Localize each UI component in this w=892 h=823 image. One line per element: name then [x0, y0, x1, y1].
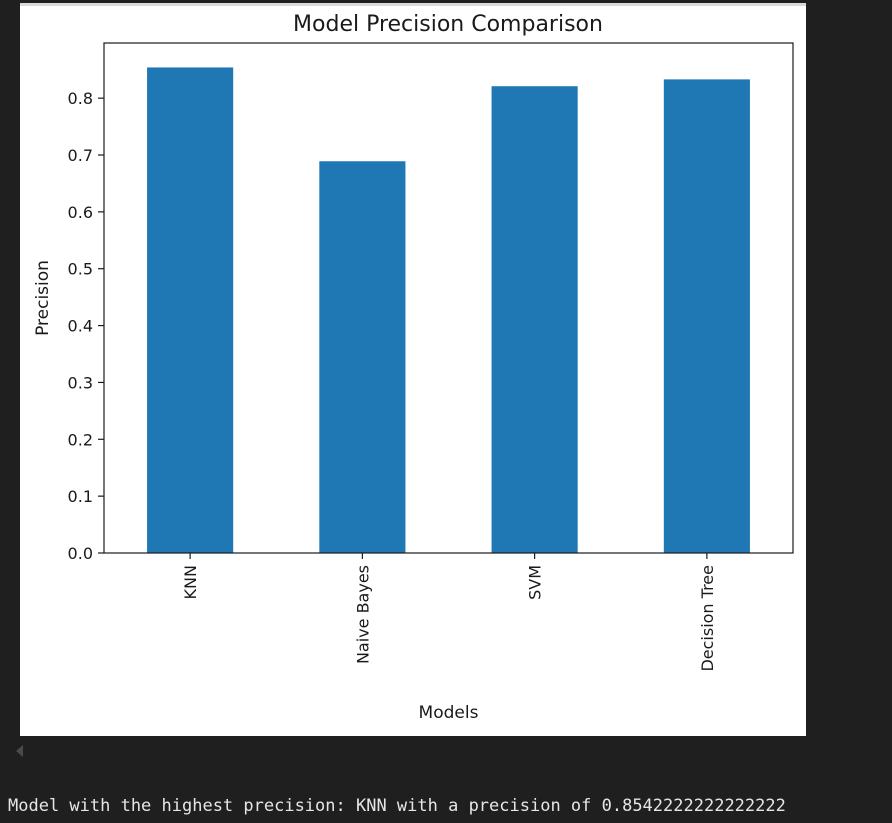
x-tick-label: Naive Bayes: [353, 565, 372, 664]
bar-knn: [147, 67, 234, 554]
x-axis: KNN Naive Bayes SVM Decision Tree: [181, 553, 717, 672]
chart-title: Model Precision Comparison: [293, 12, 603, 37]
bars-group: [147, 67, 750, 554]
console-output-line: Model with the highest precision: KNN wi…: [8, 796, 786, 816]
figure-top-border: [20, 3, 806, 6]
y-tick-label: 0.8: [68, 89, 93, 108]
y-tick-label: 0.3: [68, 373, 93, 392]
x-axis-label: Models: [419, 703, 479, 723]
bar-chart: Model Precision Comparison 0.00.10.20.30…: [33, 12, 794, 723]
y-tick-label: 0.4: [68, 317, 93, 336]
bar-naive-bayes: [319, 161, 406, 553]
y-tick-label: 0.6: [68, 203, 93, 222]
x-tick-label: SVM: [526, 565, 545, 600]
bar-svm: [491, 86, 578, 554]
plot-frame: [103, 42, 794, 554]
y-tick-label: 0.2: [68, 430, 93, 449]
y-tick-label: 0.5: [68, 260, 93, 279]
x-tick-label: KNN: [181, 565, 200, 599]
scroll-left-arrow-icon[interactable]: [16, 745, 23, 757]
y-axis: 0.0 0.1 0.2 0.3 0.4 0.5 0.6 0.7 0.8: [68, 89, 104, 563]
x-tick-label: Decision Tree: [698, 565, 717, 672]
bar-decision-tree: [663, 79, 750, 553]
chart-figure: Model Precision Comparison 0.0 0.1 0.2 0.3 0…: [20, 3, 806, 736]
y-tick-label: 0.7: [68, 146, 93, 165]
y-axis-label: Precision: [33, 260, 53, 336]
y-tick-label: 0.0: [68, 544, 93, 563]
y-tick-label: 0.1: [68, 487, 93, 506]
